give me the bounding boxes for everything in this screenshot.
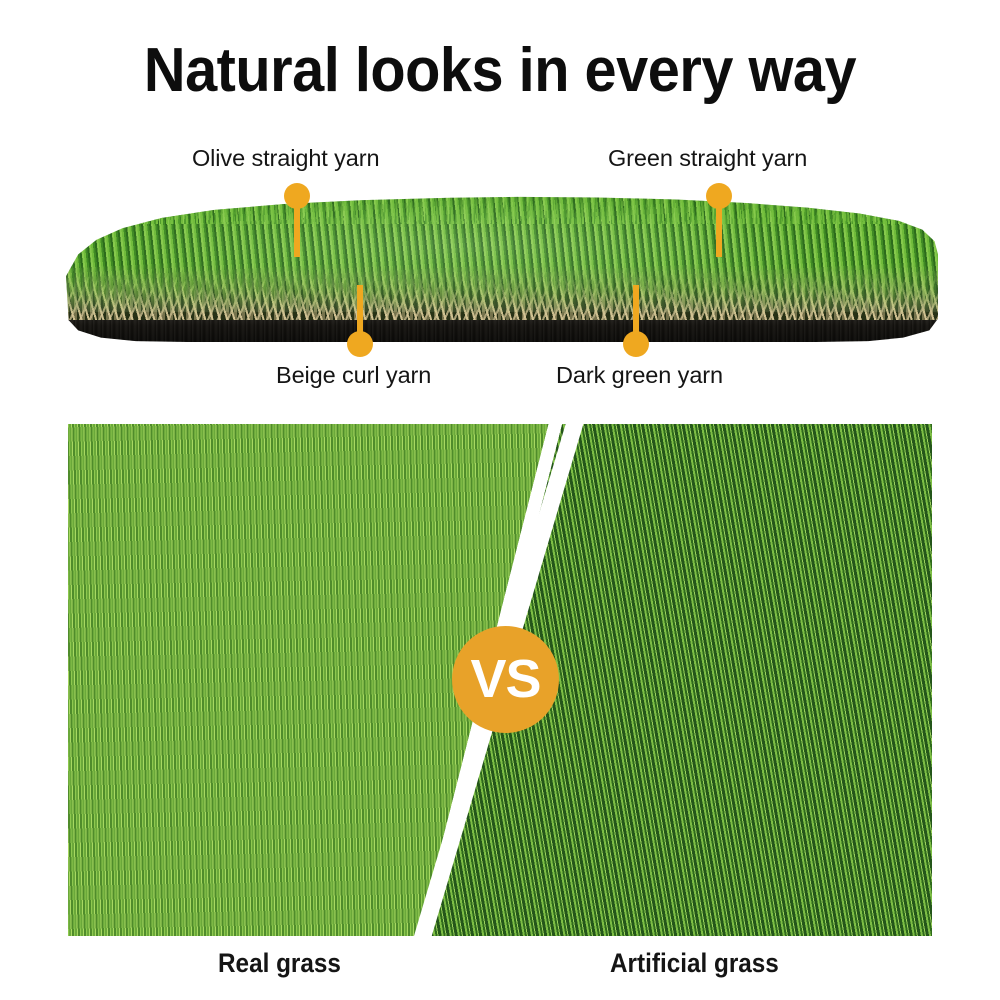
vs-badge: VS [452,626,559,733]
caption-real-grass: Real grass [218,948,341,978]
callout-pin-dark-green-yarn [623,285,649,357]
artificial-turf-cross-section-image [66,196,938,342]
pin-stem [357,285,363,341]
callout-pin-olive-straight-yarn [284,183,310,257]
callout-pin-beige-curl-yarn [347,285,373,357]
callout-label-dark-green-yarn: Dark green yarn [556,362,723,388]
pin-stem [294,199,300,257]
pin-stem [716,199,722,257]
callout-pin-green-straight-yarn [706,183,732,257]
turf-blade-tips [66,196,938,224]
callout-label-beige-curl-yarn: Beige curl yarn [276,362,432,388]
pin-stem [633,285,639,341]
page-title: Natural looks in every way [143,36,857,105]
vs-badge-label: VS [470,648,541,709]
callout-label-olive-straight-yarn: Olive straight yarn [192,145,380,171]
turf-slab [66,196,938,342]
caption-artificial-grass: Artificial grass [610,948,779,978]
callout-label-green-straight-yarn: Green straight yarn [608,145,808,171]
